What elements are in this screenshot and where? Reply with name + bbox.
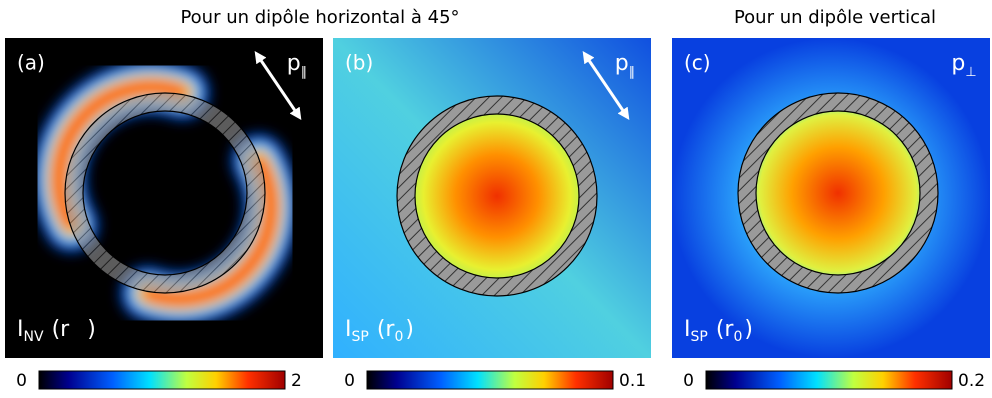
colorbar-tick-label: 0 [683, 371, 694, 391]
ring-edge [82, 110, 248, 276]
intensity-symbol: I [684, 317, 691, 342]
intensity-arg: (r [716, 317, 735, 342]
colorbar [705, 370, 953, 390]
intensity-arg: (r [52, 317, 71, 342]
panel-label: (a) [17, 51, 45, 75]
intensity-arg: (r [377, 317, 396, 342]
crescents [33, 61, 297, 325]
colorbar-tick-label: 2 [291, 371, 302, 391]
dipole-label: p⊥ [951, 51, 976, 80]
intensity-label: ISP (r0) [345, 317, 414, 345]
intensity-close: ) [405, 317, 414, 342]
colorbar-tick-label: 0 [344, 371, 355, 391]
colorbar-tick-label: 0 [16, 371, 27, 391]
ring-edge [64, 92, 266, 294]
ring-edge [396, 95, 598, 297]
hatched-ring [397, 96, 597, 296]
intensity-sub: SP [352, 329, 369, 345]
colorbar-tick-label: 0.2 [958, 371, 985, 391]
intensity-symbol: I [345, 317, 352, 342]
ring-edge [755, 110, 921, 276]
hatched-ring [738, 93, 938, 293]
heatmap [333, 38, 651, 358]
intensity-close: ) [744, 317, 753, 342]
dipole-arrow [582, 51, 630, 120]
crescent [140, 154, 278, 306]
dipole-sub: ∥ [301, 65, 308, 80]
panel: (b) p∥ISP (r0)0 0.1 [333, 38, 651, 391]
panel-label: (c) [684, 51, 711, 75]
intensity-sub: SP [691, 329, 708, 345]
intensity-label: ISP (r0) [684, 317, 753, 345]
dipole-sub: ∥ [629, 65, 636, 80]
dipole-arrow [254, 51, 302, 120]
intensity-symbol: I [17, 317, 24, 342]
header: Pour un dipôle vertical [734, 7, 936, 28]
intensity-close: ) [87, 317, 96, 342]
intensity-arg-sub: 0 [394, 329, 403, 345]
dipole-symbol: p [615, 51, 629, 76]
dipole-sub: ⊥ [965, 65, 976, 80]
dipole-symbol: p [951, 51, 965, 76]
colorbar [366, 370, 614, 390]
ring-edge [737, 92, 939, 294]
disc [746, 101, 930, 285]
panel: (a) p∥ INV (r) 0 2 [5, 38, 323, 391]
heatmap [672, 38, 990, 358]
panel: (c) p⊥ISP (r0)0 0.2 [672, 38, 990, 391]
colorbar [38, 370, 286, 390]
intensity-sub: NV [24, 329, 44, 345]
intensity-label: INV (r) [17, 317, 96, 345]
hatched-ring [65, 93, 265, 293]
colorbar-tick-label: 0.1 [619, 371, 646, 391]
panel-label: (b) [345, 51, 373, 75]
dipole-symbol: p [287, 51, 301, 76]
heatmap [5, 38, 323, 358]
intensity-arg-sub: 0 [733, 329, 742, 345]
header: Pour un dipôle horizontal à 45° [180, 7, 459, 28]
ring-edge [414, 113, 580, 279]
disc [405, 104, 589, 288]
crescent [52, 80, 190, 232]
